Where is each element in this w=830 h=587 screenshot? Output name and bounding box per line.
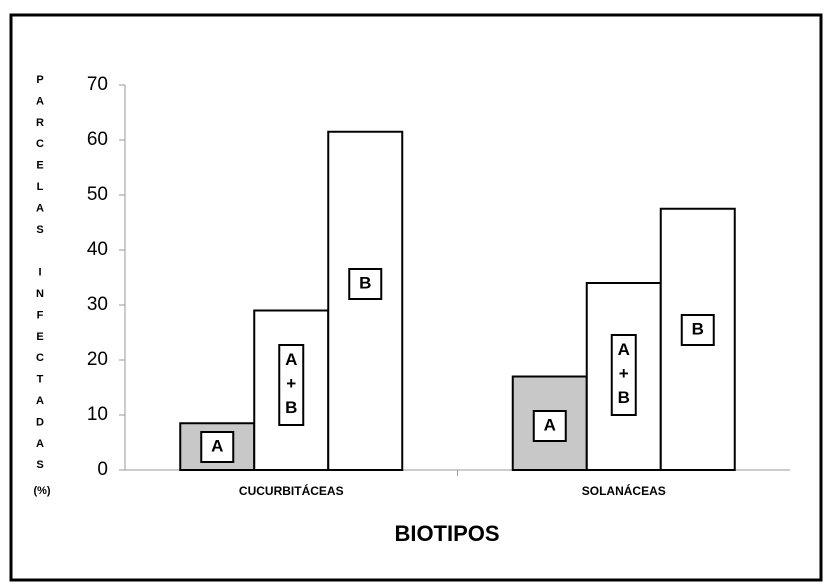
y-tick-label: 40 <box>87 239 108 260</box>
x-tick-label: SOLANÁCEAS <box>582 483 666 498</box>
series-label: A <box>211 436 223 455</box>
y-tick-label: 50 <box>87 184 108 205</box>
series-label-box <box>532 410 567 442</box>
series-label: A + B <box>618 340 630 407</box>
series-label-box <box>610 334 637 416</box>
bar <box>327 130 404 471</box>
y-tick-label: 70 <box>87 74 108 95</box>
series-label: B <box>359 273 371 292</box>
y-tick-label: 10 <box>87 404 108 425</box>
series-label-box <box>680 314 715 346</box>
y-axis-unit: (%) <box>33 485 50 497</box>
y-tick-label: 60 <box>87 129 108 150</box>
series-label-box <box>348 268 383 300</box>
x-axis-title: BIOTIPOS <box>394 521 499 546</box>
series-label-box <box>278 344 305 426</box>
series-label: A <box>544 415 556 434</box>
x-tick-label: CUCURBITÁCEAS <box>239 483 344 498</box>
series-label: A + B <box>285 350 297 417</box>
y-tick-label: 30 <box>87 294 108 315</box>
y-tick-label: 0 <box>97 459 108 480</box>
y-tick-label: 20 <box>87 349 108 370</box>
series-label: B <box>692 319 704 338</box>
series-label-box <box>200 431 235 463</box>
